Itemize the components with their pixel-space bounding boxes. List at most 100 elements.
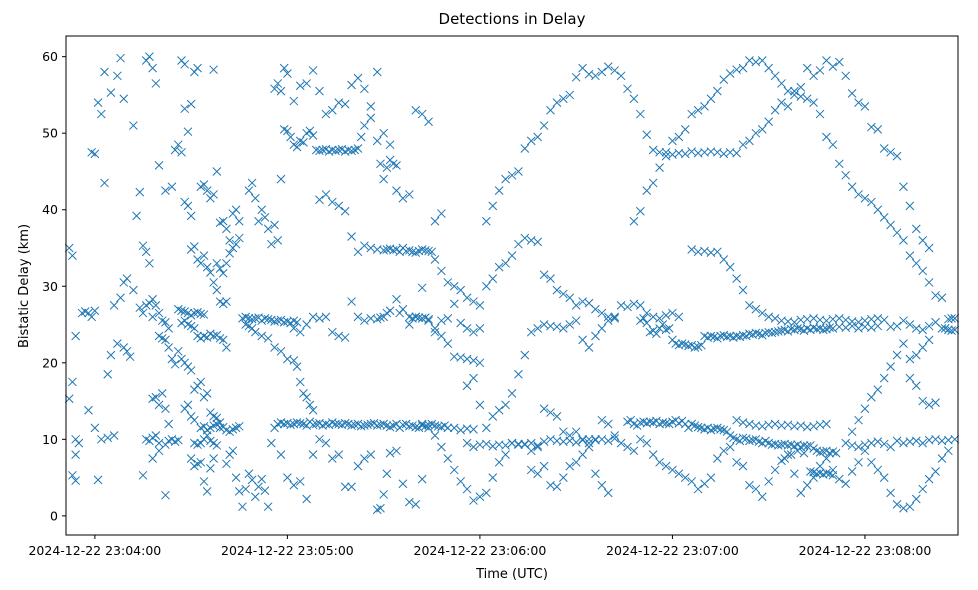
data-point	[591, 331, 600, 341]
data-point	[469, 496, 478, 505]
data-point	[597, 308, 607, 318]
data-point	[222, 297, 231, 306]
data-point	[693, 105, 703, 115]
data-point	[138, 308, 148, 318]
data-point	[379, 490, 389, 499]
data-point	[905, 502, 915, 512]
data-point	[199, 180, 209, 189]
data-point	[860, 440, 870, 450]
data-point	[238, 502, 247, 512]
data-point	[456, 425, 466, 435]
data-point	[841, 479, 851, 489]
data-point	[218, 335, 228, 345]
data-point	[234, 487, 244, 496]
data-point	[379, 174, 389, 184]
data-point	[488, 473, 498, 482]
data-point	[315, 195, 324, 205]
data-point	[661, 461, 671, 471]
data-point	[311, 145, 321, 155]
data-point	[273, 419, 283, 429]
data-point	[777, 79, 786, 88]
data-point	[809, 314, 818, 323]
data-point	[905, 373, 915, 383]
data-point	[430, 327, 440, 337]
data-point	[106, 88, 116, 97]
data-point	[228, 446, 238, 456]
data-point	[430, 255, 440, 264]
x-tick-label: 2024-12-22 23:04:00	[28, 543, 161, 558]
data-point	[68, 251, 77, 261]
data-point	[931, 291, 940, 300]
data-point	[270, 343, 279, 352]
data-point	[315, 434, 324, 444]
data-point	[786, 450, 796, 459]
data-point	[356, 132, 366, 142]
data-point	[719, 149, 729, 159]
data-point	[295, 327, 305, 337]
data-point	[918, 325, 928, 335]
data-point	[74, 438, 84, 448]
data-point	[892, 436, 902, 446]
data-point	[392, 446, 401, 456]
data-point	[196, 309, 206, 319]
data-point	[796, 421, 806, 430]
data-point	[629, 446, 639, 456]
data-point	[437, 209, 446, 218]
data-point	[886, 488, 895, 498]
data-point	[475, 400, 485, 410]
data-point	[712, 454, 722, 463]
data-point	[828, 140, 838, 150]
data-point	[918, 266, 928, 276]
data-point	[571, 301, 581, 310]
y-tick-label: 60	[42, 49, 58, 64]
data-point	[558, 473, 568, 482]
data-point	[770, 419, 780, 429]
data-point	[501, 450, 510, 459]
data-point	[494, 457, 504, 467]
data-point	[892, 321, 902, 331]
data-point	[578, 450, 587, 459]
data-point	[93, 98, 103, 107]
data-point	[520, 233, 530, 243]
data-point	[157, 333, 167, 343]
data-point	[488, 201, 498, 211]
data-point	[565, 431, 575, 440]
data-point	[443, 339, 453, 349]
data-point	[202, 186, 212, 195]
data-point	[154, 308, 164, 318]
data-point	[873, 314, 883, 323]
data-point	[937, 293, 947, 303]
data-point	[905, 201, 915, 211]
data-point	[623, 442, 632, 452]
data-point	[825, 323, 835, 332]
data-point	[189, 438, 199, 448]
data-point	[642, 130, 652, 140]
data-point	[796, 488, 806, 498]
data-point	[911, 350, 921, 360]
data-point	[591, 71, 600, 81]
data-point	[308, 312, 318, 322]
data-point	[828, 62, 838, 71]
data-point	[462, 324, 472, 333]
data-point	[854, 190, 863, 199]
data-point	[777, 98, 786, 107]
data-point	[64, 394, 74, 404]
data-point	[475, 301, 485, 310]
data-point	[886, 220, 895, 230]
data-point	[761, 328, 770, 338]
data-point	[334, 450, 344, 459]
data-point	[302, 79, 312, 88]
data-point	[292, 362, 302, 371]
data-point	[533, 324, 543, 333]
data-point	[696, 340, 706, 350]
data-point	[254, 216, 263, 226]
data-point	[84, 405, 93, 415]
data-point	[652, 329, 661, 339]
data-point	[507, 389, 517, 398]
data-point	[770, 465, 780, 475]
data-point	[469, 327, 478, 337]
data-point	[90, 423, 100, 433]
data-point	[597, 480, 607, 490]
y-tick-label: 50	[42, 126, 58, 141]
data-point	[899, 339, 908, 349]
